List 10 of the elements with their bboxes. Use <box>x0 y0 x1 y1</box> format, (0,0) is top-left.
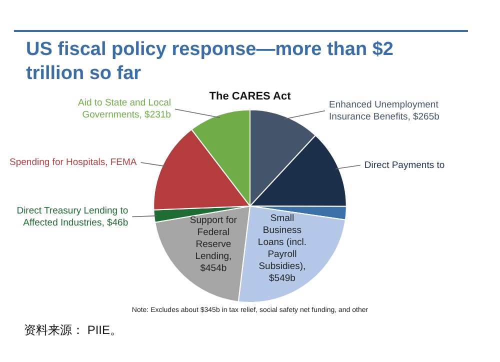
slice-label: Direct Treasury Lending to Affected Industries, $46b <box>16 205 128 228</box>
slice-label: Aid to State and Local Governments, $231b <box>78 98 171 121</box>
slice-label: Direct Payments to <box>364 160 445 171</box>
slice-label: Spending for Hospitals, FEMA <box>10 157 138 168</box>
text: 资料来源： PIIE。 <box>24 322 122 339</box>
slice-label: Small Business Loans (incl. Payroll Subsidies), $549b <box>258 212 307 284</box>
slice-label: Enhanced Unemployment Insurance Benefits, $265b <box>329 99 440 122</box>
slice-label: Support for Federal Reserve Lending, $454b <box>190 215 237 274</box>
chart-subtitle: The CARES Act <box>209 90 292 103</box>
chart-title: US fiscal policy response—more than $2 trillion so far <box>26 38 394 86</box>
